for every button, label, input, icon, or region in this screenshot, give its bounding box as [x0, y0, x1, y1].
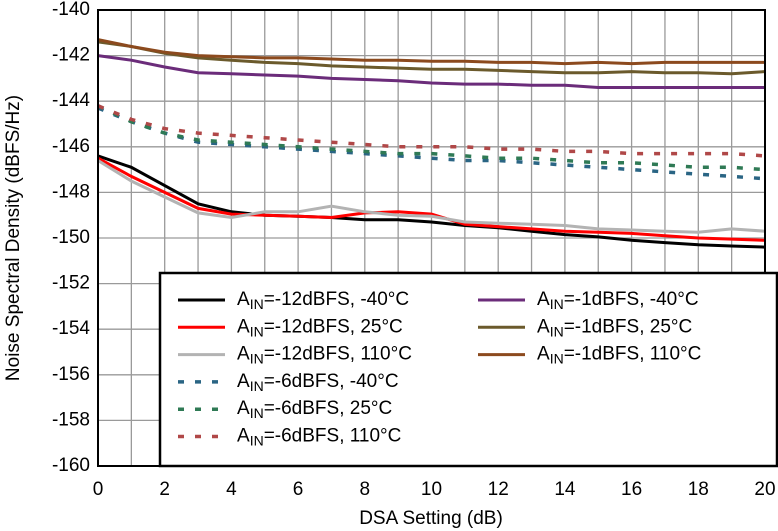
y-axis-title: Noise Spectral Density (dBFS/Hz) — [3, 95, 24, 381]
y-tick-label: -158 — [52, 409, 90, 430]
legend-label: AIN=-1dBFS, 25°C — [537, 316, 692, 339]
y-tick-label: -152 — [52, 273, 90, 294]
legend-label: AIN=-6dBFS, 110°C — [237, 426, 401, 449]
series-line — [97, 104, 766, 172]
legend-label: AIN=-6dBFS, -40°C — [237, 371, 399, 394]
series-line — [97, 54, 765, 89]
legend-label: AIN=-1dBFS, 110°C — [537, 344, 701, 367]
legend-label: AIN=-6dBFS, 25°C — [237, 398, 392, 421]
x-axis-title: DSA Setting (dB) — [359, 508, 503, 529]
series-line — [97, 106, 766, 181]
x-tick-label: 12 — [488, 479, 509, 500]
x-tick-label: 4 — [226, 479, 237, 500]
y-tick-label: -144 — [52, 90, 90, 111]
y-tick-label: -160 — [52, 455, 90, 476]
legend-label: AIN=-1dBFS, -40°C — [537, 289, 699, 312]
series-line — [97, 38, 765, 66]
y-tick-label: -154 — [52, 318, 90, 339]
x-tick-label: 20 — [754, 479, 775, 500]
x-tick-label: 18 — [688, 479, 709, 500]
y-tick-label: -156 — [52, 364, 90, 385]
x-tick-label: 14 — [554, 479, 576, 500]
series-line — [97, 154, 766, 249]
legend: AIN=-12dBFS, -40°C AIN=-12dBFS, 25°C AIN=-… — [158, 271, 778, 468]
y-tick-label: -148 — [52, 181, 90, 202]
x-tick-label: 6 — [293, 479, 304, 500]
y-tick-label: -146 — [52, 136, 90, 157]
series-line — [97, 156, 766, 242]
x-tick-label: 16 — [621, 479, 642, 500]
y-tick-label: -142 — [52, 45, 90, 66]
legend-label: AIN=-12dBFS, -40°C — [237, 289, 409, 312]
x-tick-label: 2 — [159, 479, 170, 500]
series-line — [97, 40, 766, 76]
legend-label: AIN=-12dBFS, 110°C — [237, 344, 412, 367]
y-tick-label: -150 — [52, 227, 90, 248]
x-tick-label: 0 — [93, 479, 104, 500]
legend-box — [158, 271, 778, 468]
legend-label: AIN=-12dBFS, 25°C — [237, 316, 403, 339]
series-line — [97, 159, 766, 234]
y-tick-label: -140 — [52, 0, 90, 20]
x-tick-label: 8 — [360, 479, 371, 500]
x-tick-label: 10 — [421, 479, 442, 500]
